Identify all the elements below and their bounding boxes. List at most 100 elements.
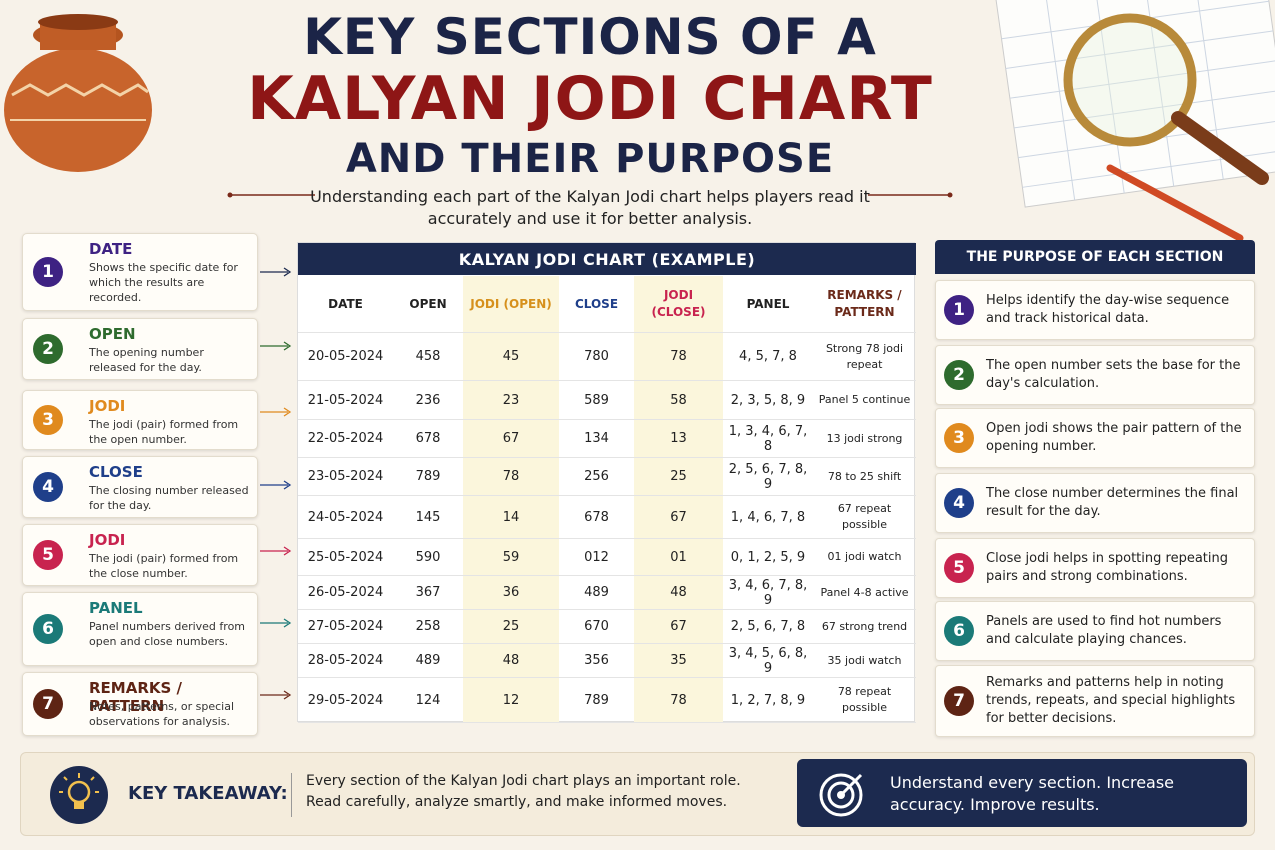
column-header: JODI (CLOSE) bbox=[634, 276, 723, 333]
title-line: AND THEIR PURPOSE bbox=[345, 136, 835, 182]
table-cell: 489 bbox=[393, 644, 463, 678]
section-description: The jodi (pair) formed from the close nu… bbox=[89, 552, 239, 580]
section-title: PANEL bbox=[89, 599, 143, 617]
purpose-panel: THE PURPOSE OF EACH SECTION 1 Helps ident… bbox=[935, 240, 1255, 738]
section-title: JODI bbox=[89, 531, 126, 549]
table-cell: 3, 4, 6, 7, 8, 9 bbox=[723, 576, 813, 610]
subtitle: Understanding each part of the Kalyan Jo… bbox=[310, 187, 870, 228]
table-cell: 2, 5, 6, 7, 8 bbox=[723, 610, 813, 644]
section-number: 7 bbox=[33, 689, 63, 719]
section-card: 4 CLOSE The closing number released for th… bbox=[22, 456, 258, 518]
table-cell: 0, 1, 2, 5, 9 bbox=[723, 539, 813, 576]
table-cell: 58 bbox=[634, 381, 723, 420]
section-title: JODI bbox=[89, 397, 126, 415]
table-cell: 678 bbox=[393, 420, 463, 458]
table-cell: 67 bbox=[634, 610, 723, 644]
table-cell: 35 bbox=[634, 644, 723, 678]
purpose-item: 2 The open number sets the base for the d… bbox=[935, 345, 1255, 405]
table-cell: 36 bbox=[463, 576, 559, 610]
section-card: 2 OPEN The opening number released for the… bbox=[22, 318, 258, 380]
section-number: 6 bbox=[33, 614, 63, 644]
purpose-number: 4 bbox=[944, 488, 974, 518]
banner: Understand every section. Increase accur… bbox=[797, 759, 1247, 827]
section-title: REMARKS / PATTERN bbox=[89, 679, 183, 715]
table-cell: Strong 78 jodi repeat bbox=[813, 333, 916, 381]
table-cell: 780 bbox=[559, 333, 634, 381]
purpose-item: 7 Remarks and patterns help in noting tre… bbox=[935, 665, 1255, 737]
table-cell: 67 strong trend bbox=[813, 610, 916, 644]
table-title: KALYAN JODI CHART (EXAMPLE) bbox=[298, 243, 916, 275]
table-cell: 48 bbox=[634, 576, 723, 610]
purpose-text: The open number sets the base for the da… bbox=[986, 358, 1241, 391]
title-line: KEY SECTIONS OF A bbox=[303, 8, 877, 66]
table-cell: 458 bbox=[393, 333, 463, 381]
table-cell: 3, 4, 5, 6, 8, 9 bbox=[723, 644, 813, 678]
table-cell: 14 bbox=[463, 496, 559, 539]
section-card: 5 JODI The jodi (pair) formed from the clo… bbox=[22, 524, 258, 586]
table-cell: 29-05-2024 bbox=[298, 678, 393, 723]
table-cell: 26-05-2024 bbox=[298, 576, 393, 610]
section-number: 5 bbox=[33, 540, 63, 570]
table-cell: 13 jodi strong bbox=[813, 420, 916, 458]
table-cell: 012 bbox=[559, 539, 634, 576]
table-cell: 21-05-2024 bbox=[298, 381, 393, 420]
table-cell: 23-05-2024 bbox=[298, 458, 393, 496]
table-cell: Panel 5 continue bbox=[813, 381, 916, 420]
table-cell: 01 bbox=[634, 539, 723, 576]
purpose-item: 1 Helps identify the day-wise sequence an… bbox=[935, 280, 1255, 340]
table-cell: 789 bbox=[559, 678, 634, 723]
table-cell: 134 bbox=[559, 420, 634, 458]
purpose-number: 6 bbox=[944, 616, 974, 646]
table-cell: 258 bbox=[393, 610, 463, 644]
table-cell: 25-05-2024 bbox=[298, 539, 393, 576]
section-title: OPEN bbox=[89, 325, 136, 343]
table-cell: 45 bbox=[463, 333, 559, 381]
purpose-title: THE PURPOSE OF EACH SECTION bbox=[935, 240, 1255, 274]
table-cell: 25 bbox=[463, 610, 559, 644]
table-cell: 35 jodi watch bbox=[813, 644, 916, 678]
table-cell: 589 bbox=[559, 381, 634, 420]
table-cell: 23 bbox=[463, 381, 559, 420]
purpose-number: 7 bbox=[944, 686, 974, 716]
section-title: DATE bbox=[89, 240, 133, 258]
purpose-item: 3 Open jodi shows the pair pattern of the… bbox=[935, 408, 1255, 468]
jodi-table: KALYAN JODI CHART (EXAMPLE) DATE OPEN JODI… bbox=[297, 242, 916, 723]
section-card: 6 PANEL Panel numbers derived from open an… bbox=[22, 592, 258, 666]
title-line: KALYAN JODI CHART bbox=[247, 64, 933, 134]
section-description: Shows the specific date for which the re… bbox=[89, 261, 238, 304]
column-header: OPEN bbox=[393, 276, 463, 333]
column-header: CLOSE bbox=[559, 276, 634, 333]
purpose-item: 6 Panels are used to find hot numbers and… bbox=[935, 601, 1255, 661]
table-cell: 124 bbox=[393, 678, 463, 723]
table-cell: 789 bbox=[393, 458, 463, 496]
table-cell: 590 bbox=[393, 539, 463, 576]
table-cell: 678 bbox=[559, 496, 634, 539]
table-cell: 367 bbox=[393, 576, 463, 610]
table-cell: 489 bbox=[559, 576, 634, 610]
section-number: 3 bbox=[33, 405, 63, 435]
table-cell: 78 repeat possible bbox=[813, 678, 916, 723]
table-cell: 27-05-2024 bbox=[298, 610, 393, 644]
divider bbox=[291, 773, 292, 817]
section-card: 1 DATE Shows the specific date for which t… bbox=[22, 233, 258, 311]
purpose-text: Panels are used to find hot numbers and … bbox=[986, 614, 1222, 647]
column-header: REMARKS / PATTERN bbox=[813, 276, 916, 333]
purpose-item: 5 Close jodi helps in spotting repeating … bbox=[935, 538, 1255, 598]
table-cell: 236 bbox=[393, 381, 463, 420]
table-cell: 2, 3, 5, 8, 9 bbox=[723, 381, 813, 420]
table-cell: 67 bbox=[634, 496, 723, 539]
purpose-number: 2 bbox=[944, 360, 974, 390]
banner-text: Understand every section. Increase accur… bbox=[890, 773, 1175, 814]
table-cell: Panel 4-8 active bbox=[813, 576, 916, 610]
target-icon bbox=[819, 773, 863, 817]
table-cell: 78 bbox=[634, 678, 723, 723]
table-cell: 13 bbox=[634, 420, 723, 458]
footer: KEY TAKEAWAY: Every section of the Kalya… bbox=[20, 752, 1255, 836]
purpose-item: 4 The close number determines the final r… bbox=[935, 473, 1255, 533]
bulb-icon bbox=[50, 766, 108, 824]
takeaway-label: KEY TAKEAWAY: bbox=[128, 783, 288, 804]
section-card: 3 JODI The jodi (pair) formed from the ope… bbox=[22, 390, 258, 450]
table-cell: 145 bbox=[393, 496, 463, 539]
table-cell: 1, 2, 7, 8, 9 bbox=[723, 678, 813, 723]
